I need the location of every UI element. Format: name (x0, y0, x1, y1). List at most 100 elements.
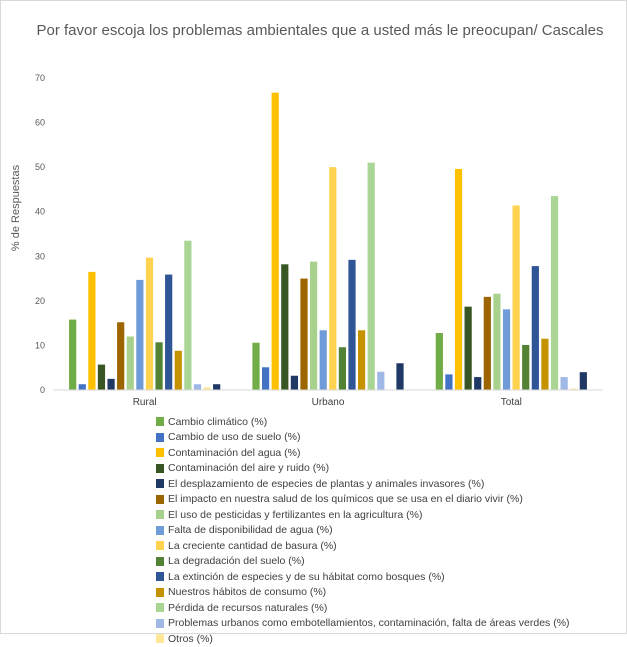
bar (560, 377, 568, 390)
legend-item: Cambio de uso de suelo (%) (156, 430, 616, 446)
bars (69, 92, 587, 391)
legend-swatch (156, 572, 164, 582)
bar (483, 296, 491, 390)
legend-swatch (156, 463, 164, 473)
bar (88, 271, 96, 390)
bar (474, 377, 482, 390)
bar (155, 342, 163, 390)
x-category-label: Rural (133, 397, 157, 408)
bar (570, 388, 578, 390)
legend-item: Otros (%) (156, 631, 616, 647)
bar (165, 274, 173, 390)
legend-item: Pérdida de recursos naturales (%) (156, 600, 616, 616)
legend-label: Contaminación del agua (%) (168, 446, 301, 459)
bar (271, 92, 279, 391)
legend-label: El desplazamiento de especies de plantas… (168, 477, 485, 490)
y-tick-label: 70 (35, 73, 45, 83)
legend-label: La degradación del suelo (%) (168, 555, 305, 568)
bar (290, 375, 298, 390)
y-axis-label: % de Respuestas (10, 164, 22, 251)
legend-label: Cambio climático (%) (168, 415, 268, 428)
legend-swatch (156, 587, 164, 597)
y-axis-ticks: 0 10 20 30 40 50 60 70 (35, 73, 45, 395)
bar (541, 338, 549, 390)
legend-item: El uso de pesticidas y fertilizantes en … (156, 507, 616, 523)
bar (203, 387, 211, 390)
bar (78, 384, 86, 390)
legend-swatch (156, 603, 164, 613)
legend-label: Falta de disponibilidad de agua (%) (168, 524, 333, 537)
bar (329, 167, 337, 390)
bar-chart: Por favor escoja los problemas ambiental… (10, 22, 603, 408)
bar (281, 264, 289, 390)
legend-item: Problemas urbanos como embotellamientos,… (156, 616, 616, 632)
y-tick-label: 30 (35, 251, 45, 261)
bar (358, 330, 366, 390)
y-tick-label: 20 (35, 296, 45, 306)
bar (338, 347, 346, 390)
bar (97, 364, 106, 390)
legend-swatch (156, 479, 164, 489)
bar (550, 196, 559, 390)
bar (174, 350, 182, 390)
x-axis-categories: Rural Urbano Total (133, 397, 522, 408)
legend-label: Otros (%) (168, 632, 213, 645)
bar (579, 372, 587, 390)
legend-swatch (156, 525, 164, 535)
bar (377, 371, 385, 390)
x-category-label: Total (501, 397, 522, 408)
bar (126, 336, 134, 390)
bar (319, 330, 327, 390)
legend-label: El impacto en nuestra salud de los quími… (168, 493, 523, 506)
chart-frame: Por favor escoja los problemas ambiental… (0, 0, 627, 634)
y-tick-label: 40 (35, 207, 45, 217)
bar (193, 384, 202, 390)
legend-swatch (156, 417, 164, 427)
legend-item: Falta de disponibilidad de agua (%) (156, 523, 616, 539)
legend-item: El desplazamiento de especies de plantas… (156, 476, 616, 492)
legend-label: Pérdida de recursos naturales (%) (168, 601, 328, 614)
bar (145, 257, 154, 390)
legend-label: La extinción de especies y de su hábitat… (168, 570, 445, 583)
bar (300, 278, 308, 390)
bar (213, 384, 221, 390)
legend-item: Nuestros hábitos de consumo (%) (156, 585, 616, 601)
y-tick-label: 10 (35, 340, 45, 350)
bar (107, 378, 115, 390)
legend-swatch (156, 541, 164, 551)
bar (252, 342, 260, 390)
legend-swatch (156, 618, 164, 628)
bar (522, 344, 530, 390)
bar (396, 363, 404, 390)
legend-item: La creciente cantidad de basura (%) (156, 538, 616, 554)
bar (502, 309, 511, 390)
bar (136, 279, 144, 390)
y-tick-label: 50 (35, 162, 45, 172)
legend-label: Cambio de uso de suelo (%) (168, 431, 301, 444)
legend-item: Contaminación del aire y ruido (%) (156, 461, 616, 477)
bar (184, 240, 192, 390)
bar (445, 374, 453, 390)
bar (512, 205, 520, 390)
legend-item: Contaminación del agua (%) (156, 445, 616, 461)
legend-label: El uso de pesticidas y fertilizantes en … (168, 508, 423, 521)
legend-item: Cambio climático (%) (156, 414, 616, 430)
legend-label: Contaminación del aire y ruido (%) (168, 462, 330, 475)
legend-item: El impacto en nuestra salud de los quími… (156, 492, 616, 508)
legend-label: La creciente cantidad de basura (%) (168, 539, 337, 552)
legend-swatch (156, 634, 164, 644)
legend-item: La extinción de especies y de su hábitat… (156, 569, 616, 585)
y-tick-label: 60 (35, 118, 45, 128)
legend-swatch (156, 510, 164, 520)
bar (493, 293, 501, 390)
bar (531, 266, 539, 390)
bar (69, 319, 77, 390)
legend-item: La degradación del suelo (%) (156, 554, 616, 570)
bar (117, 322, 125, 390)
bar (348, 259, 356, 390)
legend-swatch (156, 432, 164, 442)
bar (367, 162, 375, 390)
bar (310, 261, 318, 390)
bar (464, 306, 472, 390)
legend-swatch (156, 448, 164, 458)
